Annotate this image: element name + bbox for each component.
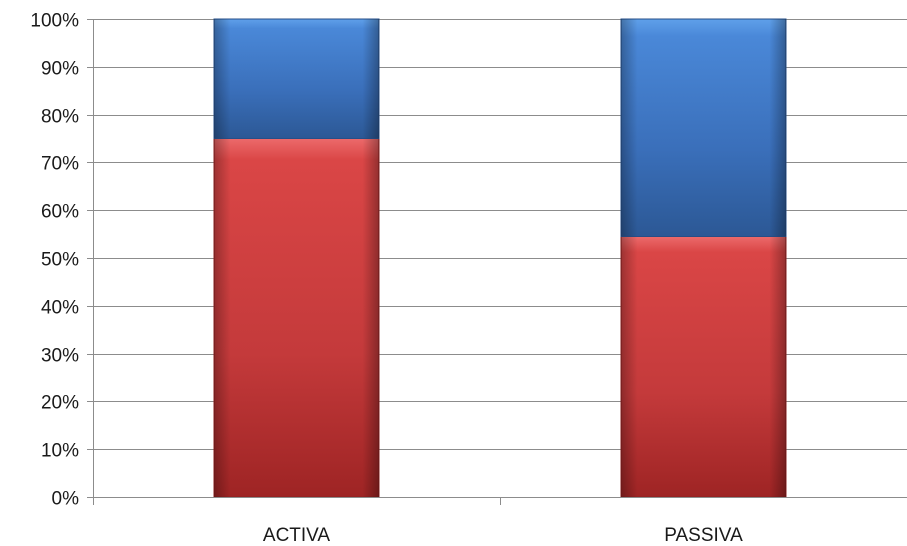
bar-segment-shade xyxy=(621,19,786,237)
x-category-label: ACTIVA xyxy=(263,525,331,546)
bar-segment-shade xyxy=(621,236,786,498)
y-tick-label: 80% xyxy=(41,107,79,128)
y-tick-label: 40% xyxy=(41,298,79,319)
bar-segment-shade xyxy=(214,138,379,497)
y-tick-label: 70% xyxy=(41,154,79,175)
y-tick-label: 60% xyxy=(41,202,79,223)
bar-segment-shade xyxy=(214,19,379,139)
y-tick-label: 100% xyxy=(30,11,79,32)
y-tick-label: 0% xyxy=(52,489,80,510)
y-tick-label: 10% xyxy=(41,441,79,462)
y-tick-label: 90% xyxy=(41,59,79,80)
y-tick-label: 20% xyxy=(41,393,79,414)
y-tick-label: 50% xyxy=(41,250,79,271)
bars xyxy=(213,18,787,498)
x-category-label: PASSIVA xyxy=(664,525,743,546)
y-axis: 0% 10% 20% 30% 40% 50% 60% 70% 80% 90% 100% xyxy=(30,11,94,510)
y-tick-label: 30% xyxy=(41,346,79,367)
x-axis: ACTIVA PASSIVA xyxy=(93,497,907,546)
